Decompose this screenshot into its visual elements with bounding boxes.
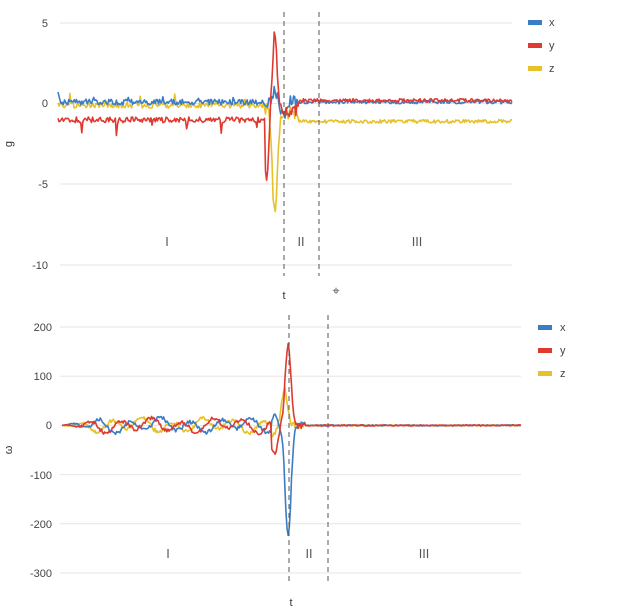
chart2-legend-label-z: z xyxy=(560,368,566,380)
chart1-ytick: -10 xyxy=(32,260,48,272)
chart2-phase-label-II: II xyxy=(305,547,312,561)
crosshair-cursor-icon: ⌖ xyxy=(332,284,340,299)
chart2-ytick: 100 xyxy=(34,371,52,383)
chart1-ytick: -5 xyxy=(38,179,48,191)
chart1-legend-label-y: y xyxy=(549,40,555,52)
chart1-ytick: 0 xyxy=(42,98,48,110)
chart1-legend-swatch-z xyxy=(528,66,542,71)
chart1-legend-swatch-y xyxy=(528,43,542,48)
chart1-legend-label-x: x xyxy=(549,17,555,29)
chart2-ytick: -100 xyxy=(30,470,52,482)
chart2-phase-label-I: I xyxy=(166,547,170,561)
chart2-legend-swatch-z xyxy=(538,371,552,376)
angular-velocity-chart: 200 100 0 -100 -200 -300 ω t I II III x … xyxy=(3,315,566,609)
acceleration-chart: 5 0 -5 -10 g t I II III x y z ⌖ xyxy=(3,12,555,302)
chart2-legend-swatch-x xyxy=(538,325,552,330)
chart2-phase-dividers xyxy=(288,315,329,585)
chart2-legend-swatch-y xyxy=(538,348,552,353)
chart2-legend-label-x: x xyxy=(560,322,566,334)
chart1-series-line-y xyxy=(57,31,513,181)
chart1-y-ticks: 5 0 -5 -10 xyxy=(32,18,48,272)
chart2-xlabel: t xyxy=(289,597,292,609)
chart2-series-line-y xyxy=(61,342,522,455)
chart1-ylabel: g xyxy=(3,141,15,147)
chart2-series xyxy=(61,342,522,537)
chart1-phase-dividers xyxy=(283,12,320,276)
chart1-legend-swatch-x xyxy=(528,20,542,25)
chart1-phase-label-III: III xyxy=(412,235,423,249)
chart1-phase-label-II: II xyxy=(297,235,304,249)
chart1-legend-label-z: z xyxy=(549,63,555,75)
chart1-ytick: 5 xyxy=(42,18,48,30)
chart2-ytick: 0 xyxy=(46,420,52,432)
chart1-series xyxy=(57,31,513,213)
chart1-phase-label-I: I xyxy=(165,235,169,249)
chart2-legend-label-y: y xyxy=(560,345,566,357)
chart1-xlabel: t xyxy=(282,290,285,302)
chart2-y-ticks: 200 100 0 -100 -200 -300 xyxy=(30,322,52,580)
chart2-ytick: 200 xyxy=(34,322,52,334)
chart1-legend: x y z xyxy=(528,17,555,75)
chart2-ytick: -300 xyxy=(30,568,52,580)
chart2-ytick: -200 xyxy=(30,519,52,531)
chart1-grid xyxy=(60,22,512,266)
chart1-series-line-x xyxy=(57,85,513,119)
chart2-phase-label-III: III xyxy=(419,547,430,561)
chart2-legend: x y z xyxy=(538,322,566,380)
chart2-ylabel: ω xyxy=(3,445,15,454)
